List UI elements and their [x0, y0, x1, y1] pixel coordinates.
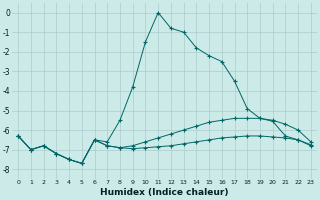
X-axis label: Humidex (Indice chaleur): Humidex (Indice chaleur)	[100, 188, 229, 197]
